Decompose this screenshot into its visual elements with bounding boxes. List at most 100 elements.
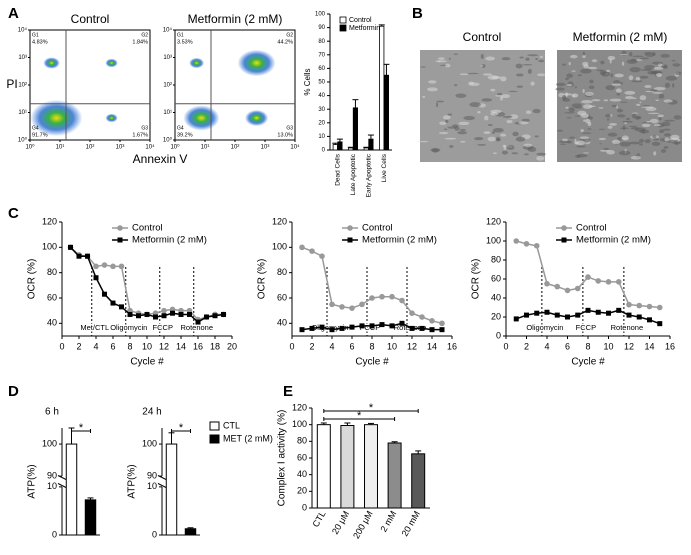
x-tick-label: Dead Cells [334, 153, 341, 186]
axis-break [157, 475, 167, 480]
bar [352, 107, 358, 151]
cell-texture [502, 116, 513, 118]
y-tick-label: 10³ [163, 55, 172, 61]
x-tick-label: 10³ [261, 145, 270, 151]
y-tick-label: 10² [163, 83, 172, 89]
legend-label: Metformin (2 mM) [576, 235, 651, 246]
cell-texture [663, 133, 672, 137]
x-tick-label: Late Apoptotic [350, 153, 357, 195]
legend-label: Control [362, 223, 393, 234]
cell-texture [672, 63, 681, 67]
event-label: Oligomycin [110, 323, 147, 332]
panel-label: A [8, 5, 19, 22]
bar [387, 442, 402, 509]
cell-texture [589, 79, 594, 84]
marker [615, 279, 622, 285]
cell-texture [582, 51, 586, 56]
cell-texture [599, 142, 602, 145]
cell-texture [580, 113, 589, 118]
cell-texture [658, 93, 665, 99]
cell-texture [469, 102, 481, 108]
bar [364, 424, 378, 509]
cell-texture [652, 91, 663, 94]
cell-texture [491, 131, 496, 134]
cell-texture [618, 150, 631, 156]
x-tick-label: 10⁴ [145, 144, 155, 151]
bar [411, 453, 426, 509]
x-tick-label: 16 [447, 341, 457, 351]
cell-texture [611, 139, 621, 145]
density-cloud [237, 49, 276, 77]
cell-texture [506, 119, 513, 124]
cell-texture [620, 53, 628, 56]
x-tick-label: 4 [93, 341, 98, 351]
cell-texture [484, 115, 489, 121]
cell-texture [652, 134, 657, 139]
x-tick-label: 0 [59, 341, 64, 351]
density-cloud [105, 58, 118, 68]
y-tick-label: 100 [142, 438, 157, 448]
cell-texture [487, 136, 496, 142]
y-tick-label: 30 [318, 107, 325, 113]
x-tick-label: 18 [210, 341, 220, 351]
marker [85, 253, 90, 259]
y-tick-label: 40 [297, 469, 307, 479]
bar [65, 443, 78, 536]
plot-title: Control [71, 12, 110, 26]
y-axis-label: % Cells [303, 68, 312, 95]
quadrant-label: G2 [141, 32, 148, 38]
cell-texture [611, 83, 622, 86]
cell-texture [615, 88, 622, 93]
marker [616, 307, 622, 313]
cell-texture [607, 132, 618, 137]
marker [565, 314, 570, 320]
plot-title: 6 h [45, 407, 59, 418]
cell-texture [437, 60, 441, 63]
cell-texture [493, 152, 497, 155]
y-tick-label: 0 [496, 330, 501, 340]
cell-texture [482, 73, 493, 76]
marker [204, 314, 209, 320]
marker [329, 327, 335, 333]
cell-texture [626, 59, 638, 64]
marker [153, 314, 158, 320]
cell-texture [619, 127, 630, 130]
cell-texture [512, 131, 519, 137]
cell-texture [569, 54, 578, 59]
cell-texture [616, 114, 626, 118]
y-tick-label: 60 [47, 292, 57, 302]
cell-texture [610, 114, 613, 117]
x-tick-label: 20 [227, 341, 237, 351]
cell-texture [463, 115, 476, 121]
cell-texture [606, 118, 610, 121]
x-axis-label: Cycle # [130, 357, 164, 368]
y-axis-label: PI [6, 77, 17, 91]
x-tick-label: 10³ [116, 145, 125, 151]
marker [76, 253, 82, 259]
cell-texture [587, 121, 592, 127]
marker [544, 309, 550, 315]
quadrant-percent: 44.2% [277, 39, 293, 45]
legend-label: Metformin (2 mM) [132, 235, 207, 246]
cell-texture [536, 156, 545, 161]
cell-texture [671, 60, 676, 62]
bar [332, 144, 338, 151]
cell-texture [670, 134, 680, 140]
marker [102, 291, 107, 297]
cell-texture [442, 115, 451, 120]
cell-texture [663, 128, 671, 131]
cell-texture [582, 104, 593, 109]
y-tick-label: 60 [277, 292, 287, 302]
legend-swatch [339, 24, 347, 32]
marker [513, 238, 520, 244]
cell-texture [467, 72, 479, 75]
cell-texture [639, 75, 649, 79]
cell-texture [568, 61, 571, 66]
marker [626, 312, 632, 318]
cell-texture [630, 126, 640, 130]
cell-texture [636, 103, 641, 107]
cell-texture [639, 57, 650, 60]
cell-texture [600, 60, 605, 65]
marker [161, 307, 167, 314]
cell-texture [582, 54, 586, 59]
